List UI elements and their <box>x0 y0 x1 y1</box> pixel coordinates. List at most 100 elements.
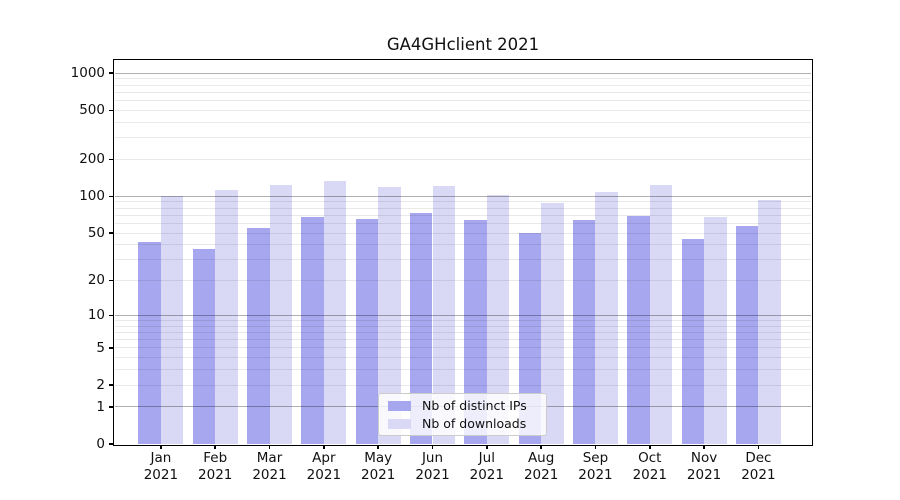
legend-item-distinct-ips: Nb of distinct IPs <box>388 398 537 413</box>
legend-label-downloads: Nb of downloads <box>422 416 527 431</box>
x-tick-mark-dec-2021 <box>757 445 760 449</box>
gridline-20 <box>115 280 811 282</box>
y-tick-label-5: 5 <box>96 339 105 356</box>
bar-nb-of-distinct-ips-aug-2021 <box>518 233 542 444</box>
gridline-60 <box>115 222 811 224</box>
legend: Nb of distinct IPs Nb of downloads <box>378 393 547 436</box>
gridline-30 <box>115 259 811 261</box>
legend-swatch-distinct-ips <box>388 400 411 411</box>
y-tick-mark-10 <box>109 314 114 317</box>
x-tick-label-may-2021: May 2021 <box>360 450 396 483</box>
x-tick-label-sep-2021: Sep 2021 <box>578 450 613 483</box>
bar-nb-of-distinct-ips-apr-2021 <box>301 216 324 444</box>
y-tick-label-20: 20 <box>87 272 105 289</box>
gridline-5 <box>115 347 811 349</box>
bar-nb-of-downloads-jul-2021 <box>486 195 510 444</box>
x-tick-mark-mar-2021 <box>268 445 271 449</box>
gridline-9 <box>115 319 811 321</box>
x-tick-mark-nov-2021 <box>703 445 705 449</box>
x-tick-label-jan-2021: Jan 2021 <box>143 450 179 483</box>
x-tick-label-jun-2021: Jun 2021 <box>415 450 450 483</box>
gridline-4 <box>115 357 811 359</box>
bar-nb-of-distinct-ips-sep-2021 <box>572 220 596 444</box>
gridline-90 <box>115 201 811 203</box>
gridline-7 <box>115 331 811 333</box>
x-tick-mark-feb-2021 <box>214 445 216 449</box>
x-tick-label-nov-2021: Nov 2021 <box>686 450 722 483</box>
bar-nb-of-distinct-ips-jan-2021 <box>138 242 161 444</box>
bar-nb-of-distinct-ips-nov-2021 <box>681 238 705 444</box>
y-tick-mark-100 <box>109 195 114 198</box>
gridline-900 <box>115 78 811 80</box>
gridline-70 <box>115 214 811 216</box>
y-tick-label-500: 500 <box>79 102 105 119</box>
bar-nb-of-distinct-ips-jun-2021 <box>409 213 433 444</box>
y-tick-label-10: 10 <box>87 307 105 324</box>
gridline-600 <box>115 100 811 102</box>
bars-layer <box>115 61 811 444</box>
x-tick-label-dec-2021: Dec 2021 <box>741 450 776 483</box>
x-tick-mark-may-2021 <box>377 445 379 449</box>
bar-nb-of-downloads-feb-2021 <box>215 189 238 444</box>
bar-nb-of-downloads-jun-2021 <box>432 185 456 444</box>
bar-nb-of-downloads-nov-2021 <box>704 216 727 444</box>
gridline-2 <box>115 384 811 386</box>
y-tick-label-100: 100 <box>79 188 105 205</box>
bar-nb-of-distinct-ips-mar-2021 <box>246 227 270 444</box>
y-tick-label-1: 1 <box>96 398 105 415</box>
y-tick-mark-1 <box>109 406 114 408</box>
chart-title: GA4GHclient 2021 <box>386 35 540 54</box>
gridline-300 <box>115 137 811 139</box>
gridline-50 <box>115 232 811 234</box>
y-tick-mark-200 <box>109 158 114 161</box>
bar-nb-of-downloads-oct-2021 <box>649 185 673 444</box>
gridline-400 <box>115 121 811 123</box>
bar-nb-of-distinct-ips-feb-2021 <box>192 248 216 444</box>
y-tick-mark-50 <box>109 232 114 234</box>
x-tick-label-mar-2021: Mar 2021 <box>252 450 287 483</box>
bar-nb-of-distinct-ips-may-2021 <box>355 219 379 444</box>
y-tick-mark-500 <box>109 109 114 112</box>
y-tick-label-50: 50 <box>87 224 105 241</box>
x-tick-label-apr-2021: Apr 2021 <box>306 450 342 483</box>
x-tick-mark-jul-2021 <box>486 445 488 449</box>
gridline-500 <box>115 109 811 111</box>
gridline-1000 <box>115 72 811 74</box>
gridline-8 <box>115 325 811 327</box>
gridline-800 <box>115 84 811 86</box>
gridline-700 <box>115 91 811 93</box>
bar-nb-of-distinct-ips-jul-2021 <box>464 220 487 444</box>
y-tick-mark-0 <box>109 443 114 445</box>
x-tick-label-jul-2021: Jul 2021 <box>469 450 504 483</box>
x-tick-mark-jan-2021 <box>160 445 162 449</box>
bar-nb-of-distinct-ips-dec-2021 <box>735 226 759 444</box>
gridline-40 <box>115 244 811 246</box>
x-tick-label-aug-2021: Aug 2021 <box>523 450 559 483</box>
y-tick-mark-1000 <box>109 72 114 75</box>
gridline-80 <box>115 207 811 209</box>
x-tick-mark-apr-2021 <box>323 445 325 449</box>
x-tick-mark-oct-2021 <box>648 445 651 449</box>
legend-item-downloads: Nb of downloads <box>388 416 537 431</box>
bar-nb-of-downloads-aug-2021 <box>541 203 564 444</box>
x-tick-mark-jun-2021 <box>431 445 434 449</box>
gridline-6 <box>115 339 811 341</box>
bar-nb-of-downloads-jan-2021 <box>160 196 184 444</box>
y-tick-label-2: 2 <box>96 376 105 393</box>
bar-nb-of-distinct-ips-oct-2021 <box>627 216 650 444</box>
y-tick-mark-20 <box>109 279 114 282</box>
gridlines-layer <box>115 61 811 444</box>
bar-nb-of-downloads-mar-2021 <box>269 184 293 444</box>
legend-swatch-downloads <box>388 418 411 429</box>
bar-nb-of-downloads-may-2021 <box>378 186 401 444</box>
y-tick-label-1000: 1000 <box>70 65 105 82</box>
legend-label-distinct-ips: Nb of distinct IPs <box>422 398 527 413</box>
bar-nb-of-downloads-dec-2021 <box>758 200 781 444</box>
x-tick-label-feb-2021: Feb 2021 <box>198 450 233 483</box>
gridline-100 <box>115 195 811 197</box>
y-tick-mark-2 <box>109 384 114 386</box>
y-tick-mark-5 <box>109 347 114 349</box>
x-tick-mark-aug-2021 <box>540 445 542 449</box>
bar-nb-of-downloads-apr-2021 <box>323 180 347 444</box>
